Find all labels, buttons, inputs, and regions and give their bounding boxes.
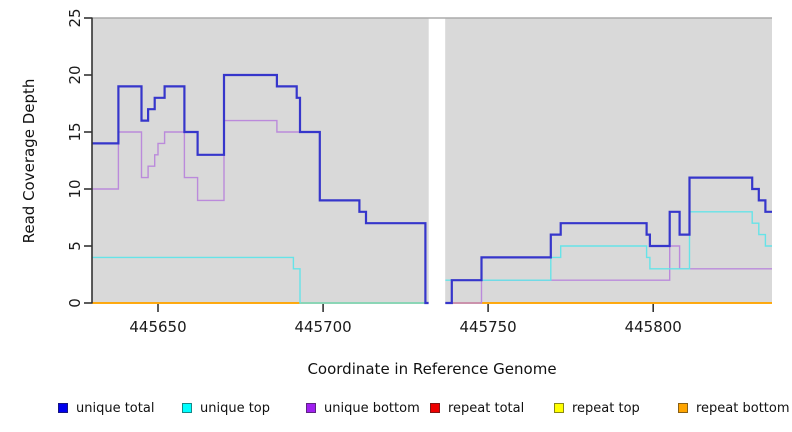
legend-item-unique-total: unique total [58,399,154,417]
x-axis-title-text: Coordinate in Reference Genome [307,360,557,378]
legend-label: repeat total [448,400,525,416]
legend-label: repeat bottom [696,400,790,416]
legend-label: unique bottom [324,400,420,416]
x-tick-label: 445800 [625,318,682,336]
y-tick-label: 10 [66,179,84,198]
legend-item-unique-top: unique top [182,399,270,417]
y-tick-label: 25 [66,8,84,27]
x-tick-label: 445700 [294,318,351,336]
y-tick-label: 0 [66,298,84,308]
legend-swatch-repeat-top [554,403,564,413]
legend-swatch-unique-bottom [306,403,316,413]
legend-swatch-unique-top [182,403,192,413]
y-tick-label: 15 [66,122,84,141]
y-tick-label: 5 [66,241,84,251]
y-axis-title-text: Read Coverage Depth [20,78,38,244]
series-unique-total [92,73,772,305]
legend: unique total unique top unique bottom repea… [0,399,792,419]
legend-swatch-unique-total [58,403,68,413]
legend-item-repeat-top: repeat top [554,399,640,417]
legend-label: unique top [200,400,271,416]
legend-item-unique-bottom: unique bottom [306,399,420,417]
coverage-plot-canvas: 0 5 10 15 20 25 445650 445700 445750 445800 [66,8,772,336]
legend-label: unique total [76,400,155,416]
x-tick-label: 445750 [459,318,516,336]
legend-label: repeat top [572,400,640,416]
legend-swatch-repeat-total [430,403,440,413]
legend-item-repeat-bottom: repeat bottom [678,399,790,417]
x-tick-label: 445650 [129,318,186,336]
series-unique-top [92,211,772,304]
y-tick-label: 20 [66,65,84,84]
legend-swatch-repeat-bottom [678,403,688,413]
no-data-gap [428,18,446,305]
x-axis-title: Coordinate in Reference Genome [92,360,772,378]
legend-item-repeat-total: repeat total [430,399,524,417]
